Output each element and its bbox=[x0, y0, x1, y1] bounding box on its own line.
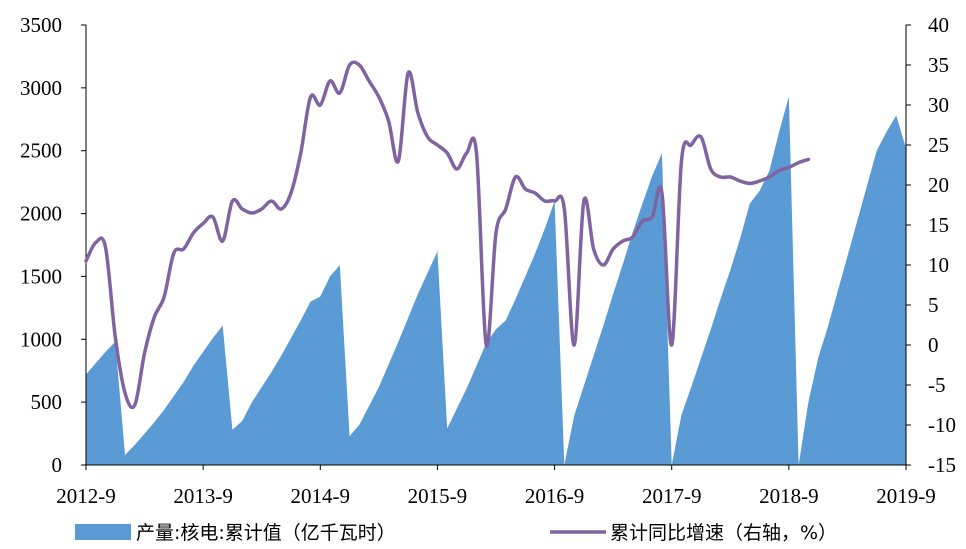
area-fill bbox=[86, 96, 906, 465]
left-axis: 0 500 1000 1500 2000 2500 3000 3500 bbox=[20, 13, 87, 477]
right-tick-label: 20 bbox=[928, 173, 949, 197]
growth-line bbox=[84, 60, 811, 410]
right-tick-label: 0 bbox=[928, 333, 939, 357]
x-tick-label: 2015-9 bbox=[408, 484, 468, 508]
legend: 产量:核电:累计值（亿千瓦时） 累计同比增速（右轴，%） bbox=[75, 522, 837, 544]
x-tick-label: 2016-9 bbox=[525, 484, 585, 508]
right-tick-label: 15 bbox=[928, 213, 949, 237]
left-tick-label: 1000 bbox=[20, 327, 62, 351]
left-tick-label: 1500 bbox=[20, 264, 62, 288]
legend-line-label: 累计同比增速（右轴，%） bbox=[610, 522, 837, 544]
right-tick-label: 25 bbox=[928, 133, 949, 157]
x-axis: 2012-9 2013-9 2014-9 2015-9 2016-9 2017-9 2018… bbox=[56, 464, 936, 508]
legend-area-swatch bbox=[75, 524, 131, 540]
x-tick-label: 2019-9 bbox=[876, 484, 936, 508]
right-tick-label: -15 bbox=[928, 453, 956, 477]
line-series bbox=[84, 60, 811, 410]
right-tick-label: 30 bbox=[928, 93, 949, 117]
left-tick-label: 500 bbox=[31, 390, 63, 414]
right-tick-label: 40 bbox=[928, 13, 949, 37]
left-tick-label: 2000 bbox=[20, 202, 62, 226]
right-tick-label: -10 bbox=[928, 413, 956, 437]
legend-area-label: 产量:核电:累计值（亿千瓦时） bbox=[136, 522, 396, 544]
x-tick-label: 2014-9 bbox=[291, 484, 351, 508]
left-tick-label: 3000 bbox=[20, 76, 62, 100]
right-tick-label: 35 bbox=[928, 53, 949, 77]
right-tick-label: 10 bbox=[928, 253, 949, 277]
left-tick-label: 2500 bbox=[20, 139, 62, 163]
x-tick-label: 2017-9 bbox=[642, 484, 702, 508]
right-axis: -15 -10 -5 0 5 10 15 20 25 30 35 40 bbox=[905, 13, 956, 477]
x-tick-label: 2012-9 bbox=[56, 484, 116, 508]
x-tick-label: 2013-9 bbox=[173, 484, 233, 508]
right-tick-label: -5 bbox=[928, 373, 946, 397]
right-tick-label: 5 bbox=[928, 293, 939, 317]
area-series bbox=[86, 96, 906, 465]
left-tick-label: 0 bbox=[52, 453, 63, 477]
x-tick-label: 2018-9 bbox=[759, 484, 819, 508]
left-tick-label: 3500 bbox=[20, 13, 62, 37]
